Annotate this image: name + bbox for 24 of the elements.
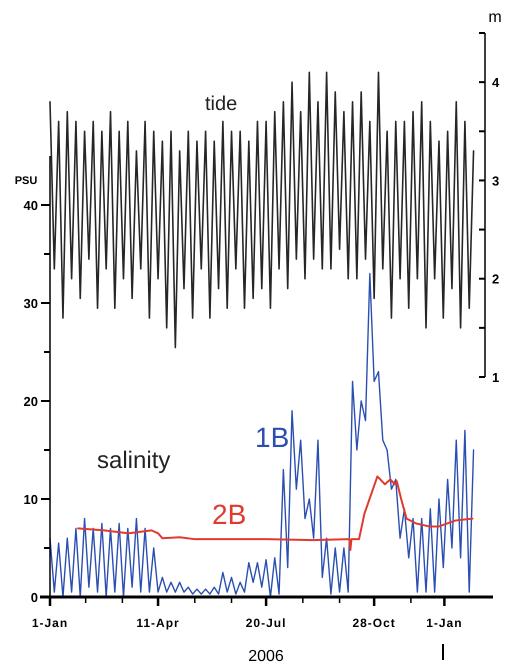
y2-tick-label: 3	[492, 173, 500, 188]
y2-tick-label: 1	[492, 370, 500, 385]
y2-axis-title: m	[488, 9, 502, 26]
series-label: 2B	[212, 499, 246, 530]
y-axis-title: PSU	[14, 175, 38, 187]
text: tide	[205, 93, 238, 115]
x-tick-label: 11-Apr	[136, 616, 180, 630]
y-tick-label: 40	[24, 198, 38, 213]
x-axis-title: 2006	[248, 648, 284, 665]
y-tick-label: 30	[24, 296, 38, 311]
x-tick-label: 1-Jan	[32, 616, 68, 630]
x-tick-label: 20-Jul	[246, 616, 286, 630]
line-series	[49, 72, 474, 348]
y2-tick-label: 2	[492, 272, 500, 287]
y-tick-label: 10	[24, 492, 38, 507]
y-tick-label: 0	[30, 590, 38, 605]
y2-tick-label: 4	[492, 75, 500, 90]
x-tick-label: 1-Jan	[426, 616, 463, 630]
line-series	[49, 272, 474, 598]
annotation: salinity	[97, 447, 170, 474]
series-label: 1B	[255, 422, 290, 453]
x-tick-label: 28-Oct	[352, 616, 396, 630]
y-tick-label: 20	[24, 394, 38, 409]
line-series	[77, 475, 474, 551]
